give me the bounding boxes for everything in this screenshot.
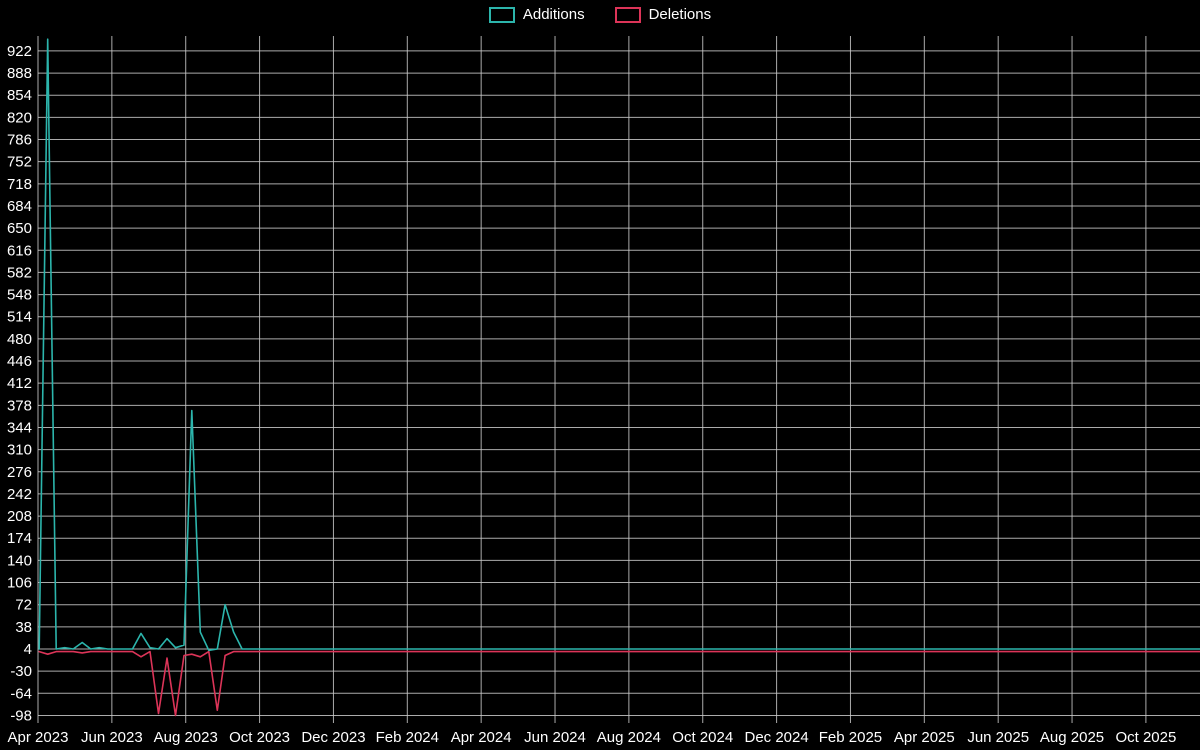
y-axis-tick-label: 446 bbox=[7, 353, 32, 370]
x-axis-tick-label: Aug 2024 bbox=[597, 729, 661, 746]
x-axis-tick-label: Apr 2023 bbox=[8, 729, 69, 746]
additions-swatch-icon bbox=[488, 6, 515, 23]
legend-label-additions: Additions bbox=[522, 6, 585, 23]
y-axis-tick-label: 922 bbox=[7, 43, 32, 60]
y-axis-tick-label: 718 bbox=[7, 176, 32, 193]
y-axis-tick-label: 72 bbox=[15, 597, 32, 614]
x-axis-tick-label: Jun 2025 bbox=[967, 729, 1029, 746]
x-axis-tick-label: Aug 2025 bbox=[1040, 729, 1104, 746]
y-axis-tick-label: 480 bbox=[7, 331, 32, 348]
y-axis-tick-label: -30 bbox=[10, 663, 32, 680]
y-axis-tick-label: 616 bbox=[7, 242, 32, 259]
y-axis-tick-label: 344 bbox=[7, 419, 32, 436]
y-axis-tick-label: 888 bbox=[7, 65, 32, 82]
y-axis-tick-label: 208 bbox=[7, 508, 32, 525]
y-axis-tick-label: 650 bbox=[7, 220, 32, 237]
y-axis-tick-label: 106 bbox=[7, 575, 32, 592]
y-axis-tick-label: 582 bbox=[7, 264, 32, 281]
x-axis-tick-label: Jun 2023 bbox=[81, 729, 143, 746]
legend-item-deletions[interactable]: Deletions bbox=[614, 6, 712, 23]
y-axis-tick-label: 786 bbox=[7, 132, 32, 149]
x-axis-tick-label: Feb 2024 bbox=[376, 729, 439, 746]
y-axis-tick-label: 412 bbox=[7, 375, 32, 392]
series-line-deletions bbox=[38, 650, 1200, 717]
y-axis-tick-label: 242 bbox=[7, 486, 32, 503]
y-axis-tick-label: 854 bbox=[7, 87, 32, 104]
y-axis-tick-label: 378 bbox=[7, 397, 32, 414]
series-line-additions bbox=[38, 38, 1200, 652]
x-axis-tick-label: Feb 2025 bbox=[819, 729, 882, 746]
deletions-swatch-icon bbox=[614, 6, 641, 23]
x-axis-tick-label: Jun 2024 bbox=[524, 729, 586, 746]
y-axis-tick-label: 514 bbox=[7, 309, 32, 326]
y-axis-tick-label: 684 bbox=[7, 198, 32, 215]
x-axis-tick-label: Apr 2024 bbox=[451, 729, 512, 746]
x-axis-tick-label: Apr 2025 bbox=[894, 729, 955, 746]
x-axis-tick-label: Dec 2023 bbox=[301, 729, 365, 746]
y-axis-tick-label: -64 bbox=[10, 685, 32, 702]
x-axis-tick-label: Oct 2023 bbox=[229, 729, 290, 746]
y-axis-tick-label: 752 bbox=[7, 154, 32, 171]
x-axis-tick-label: Oct 2025 bbox=[1115, 729, 1176, 746]
chart-legend: Additions Deletions bbox=[0, 6, 1200, 23]
y-axis-tick-label: 310 bbox=[7, 442, 32, 459]
legend-item-additions[interactable]: Additions bbox=[488, 6, 585, 23]
y-axis-tick-label: 140 bbox=[7, 552, 32, 569]
y-axis-tick-label: -98 bbox=[10, 707, 32, 724]
x-axis-tick-label: Aug 2023 bbox=[154, 729, 218, 746]
legend-label-deletions: Deletions bbox=[648, 6, 712, 23]
x-axis-tick-label: Dec 2024 bbox=[744, 729, 808, 746]
x-axis-tick-label: Oct 2024 bbox=[672, 729, 733, 746]
y-axis-tick-label: 38 bbox=[15, 619, 32, 636]
y-axis-tick-label: 4 bbox=[24, 641, 32, 658]
y-axis-tick-label: 174 bbox=[7, 530, 32, 547]
y-axis-tick-label: 276 bbox=[7, 464, 32, 481]
y-axis-tick-label: 548 bbox=[7, 287, 32, 304]
y-axis-tick-label: 820 bbox=[7, 109, 32, 126]
